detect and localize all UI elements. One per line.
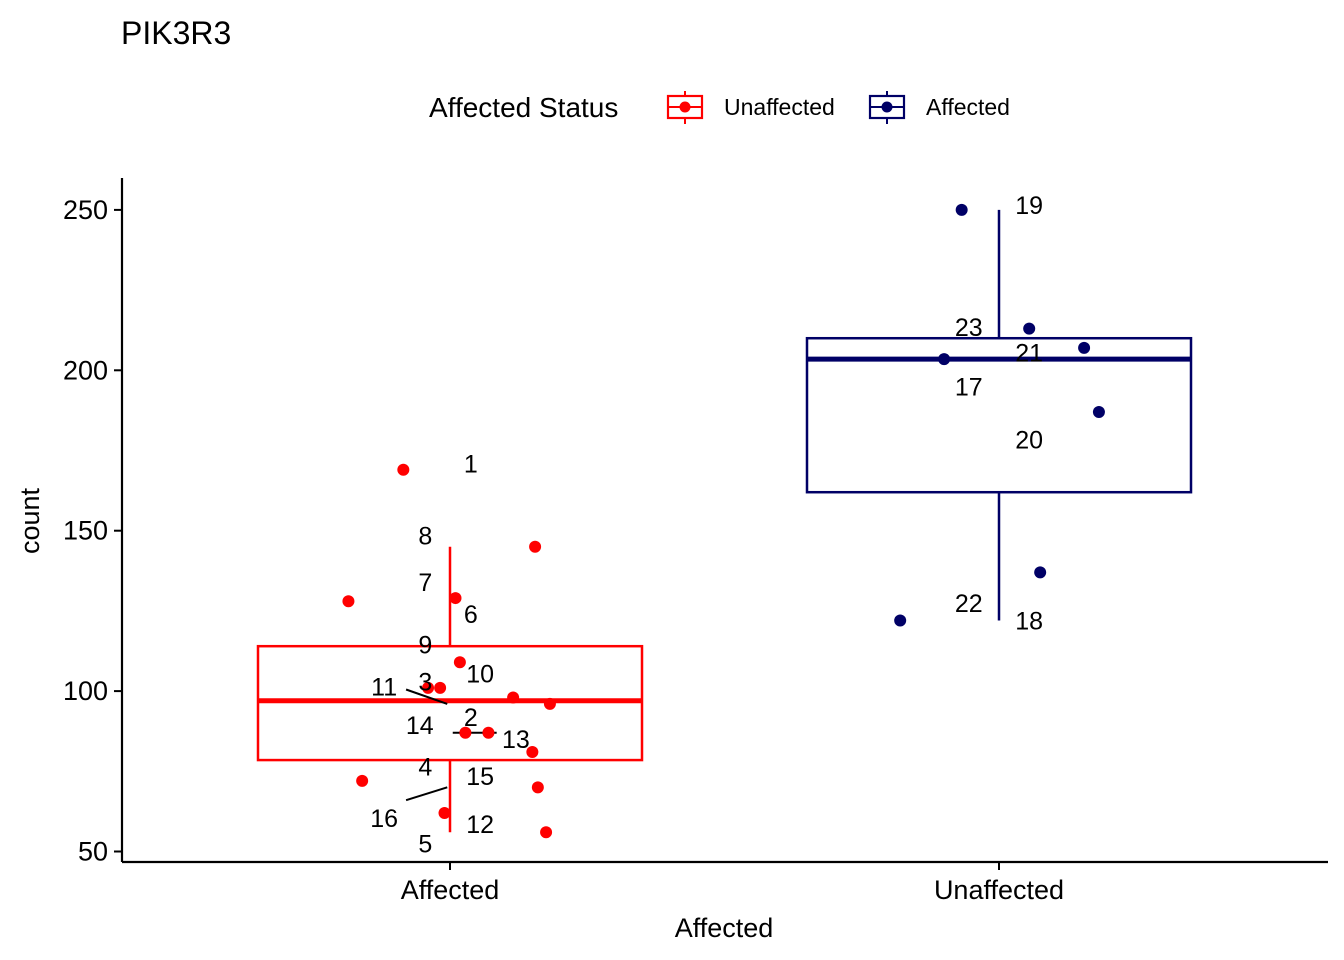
data-point (342, 595, 355, 608)
legend-label: Unaffected (724, 94, 835, 120)
point-label: 12 (466, 811, 494, 839)
point-label: 18 (1015, 608, 1043, 636)
legend-label: Affected (926, 94, 1010, 120)
point-label: 7 (418, 569, 432, 597)
data-point (540, 826, 553, 839)
x-tick-label: Unaffected (934, 875, 1064, 905)
y-tick-label: 50 (78, 837, 108, 867)
data-point (397, 463, 410, 476)
data-point (1078, 341, 1091, 354)
point-label: 22 (955, 590, 983, 618)
x-axis-title: Affected (675, 913, 774, 943)
data-point (1034, 566, 1047, 579)
point-label: 6 (464, 601, 478, 629)
legend-title: Affected Status (429, 92, 618, 123)
data-point (434, 681, 447, 694)
point-label: 21 (1015, 340, 1043, 368)
point-label: 1 (464, 450, 478, 478)
data-point (955, 203, 968, 216)
data-point (422, 681, 435, 694)
y-tick-label: 150 (63, 516, 108, 546)
data-point (1092, 406, 1105, 419)
legend-key-point (679, 101, 691, 113)
label-leader-line (405, 786, 448, 802)
point-label: 19 (1015, 192, 1043, 220)
data-point (894, 614, 907, 627)
point-label: 14 (406, 712, 434, 740)
y-tick-label: 250 (63, 195, 108, 225)
data-point (482, 726, 495, 739)
legend: Affected Status Unaffected Affected (429, 91, 1010, 124)
legend-entry: Affected (868, 91, 1010, 124)
point-label: 2 (464, 704, 478, 732)
x-tick-label: Affected (401, 875, 500, 905)
y-tick-label: 200 (63, 355, 108, 385)
data-point (459, 726, 472, 739)
data-point (1023, 322, 1036, 335)
y-axis-title: count (15, 487, 45, 554)
data-point (526, 746, 539, 759)
point-label: 17 (955, 373, 983, 401)
legend-entries: Unaffected Affected (666, 91, 1010, 124)
chart-title: PIK3R3 (121, 15, 231, 51)
label-leader-line (405, 688, 448, 705)
data-point (356, 774, 369, 787)
data-point (507, 691, 520, 704)
point-label: 11 (371, 673, 397, 701)
data-point (453, 656, 466, 669)
legend-key-point (881, 101, 893, 113)
point-label: 8 (418, 523, 432, 551)
box-iqr (805, 336, 1193, 494)
data-point (438, 807, 451, 820)
legend-entry: Unaffected (666, 91, 835, 124)
point-label: 10 (466, 660, 494, 688)
y-tick-label: 100 (63, 676, 108, 706)
point-label: 3 (418, 668, 432, 696)
data-point (543, 697, 556, 710)
data-point (531, 781, 544, 794)
point-label: 4 (418, 753, 432, 781)
point-label: 13 (502, 726, 530, 754)
point-label: 15 (466, 763, 494, 791)
data-point (938, 353, 951, 366)
box-affected (256, 546, 644, 833)
point-label: 23 (955, 314, 983, 342)
data-point (529, 540, 542, 553)
point-label: 16 (370, 805, 398, 833)
data-point (449, 592, 462, 605)
point-label: 9 (418, 632, 432, 660)
point-label: 20 (1015, 426, 1043, 454)
box-unaffected (805, 209, 1193, 621)
point-label: 5 (418, 830, 432, 858)
